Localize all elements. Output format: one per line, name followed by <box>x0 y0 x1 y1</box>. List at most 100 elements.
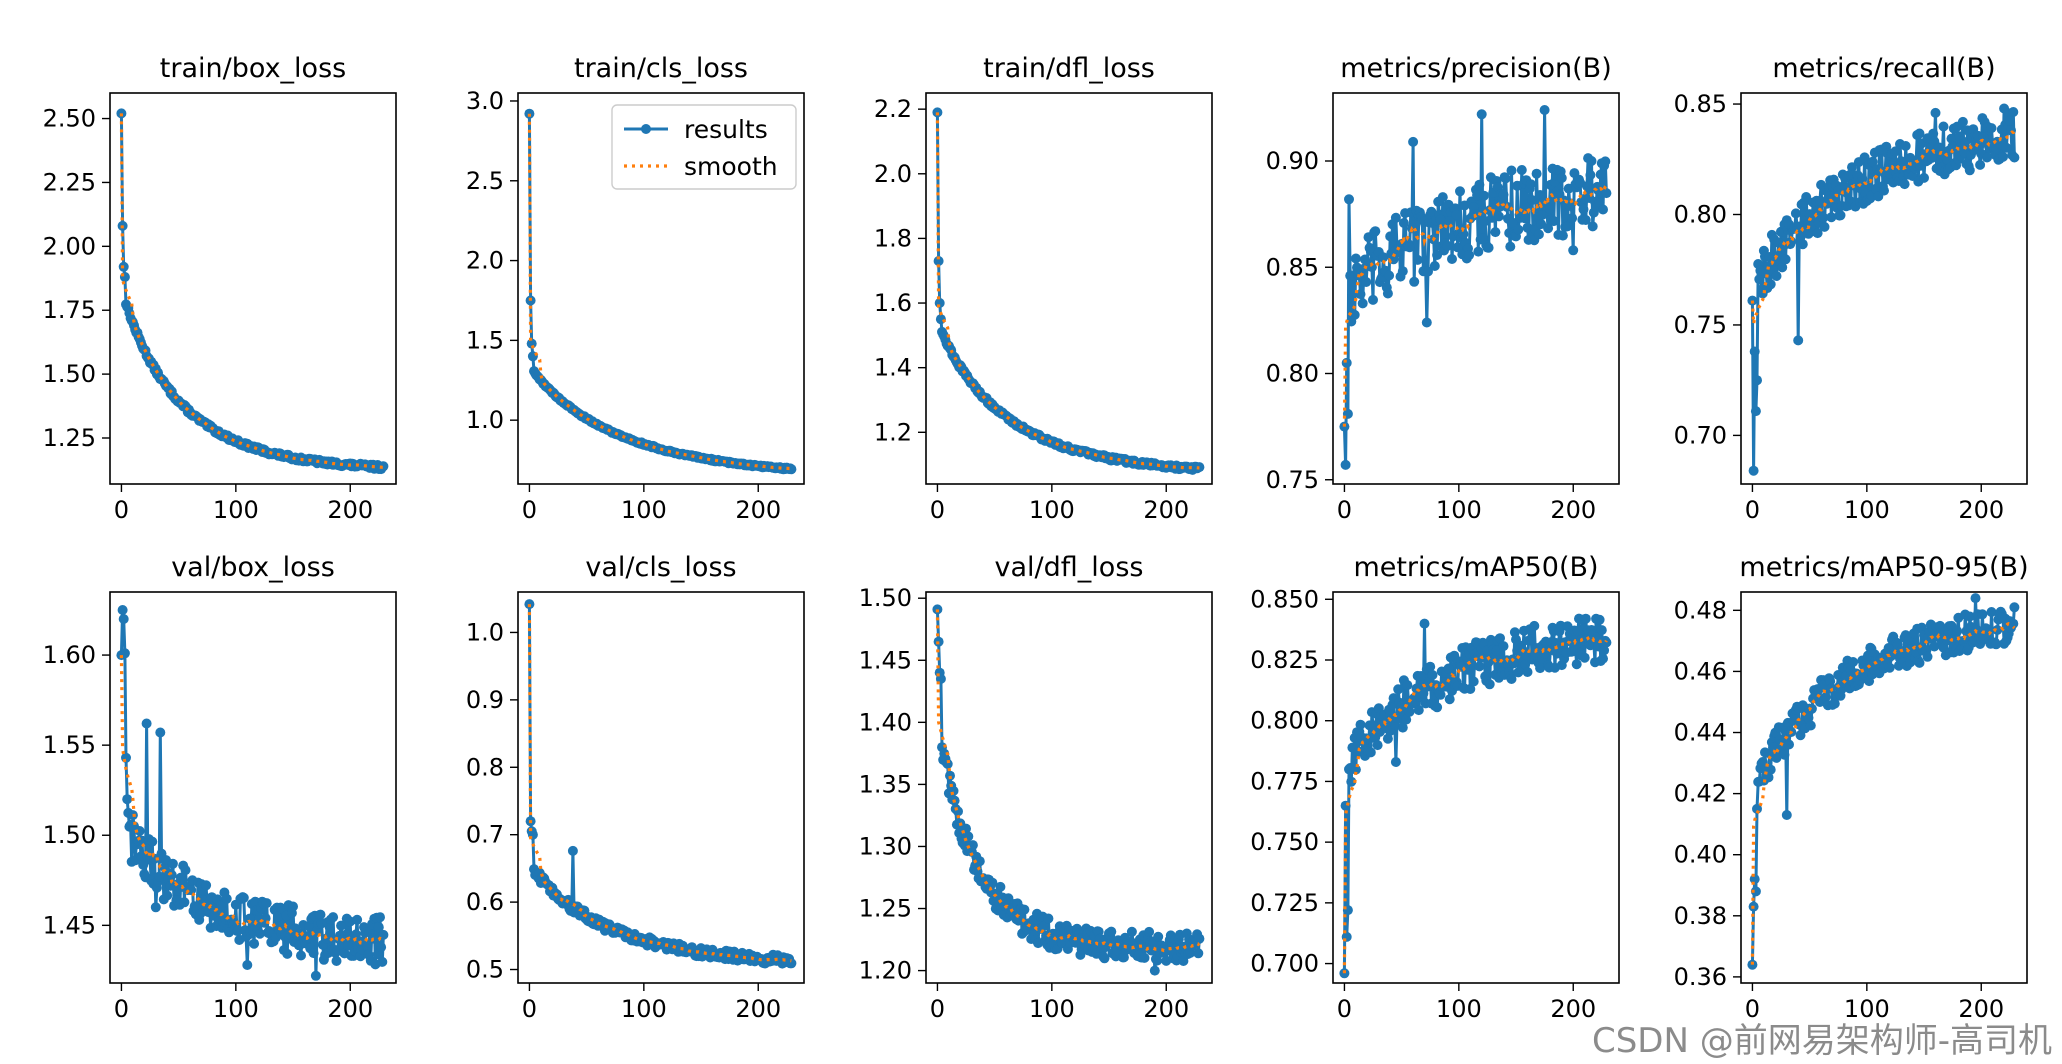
results-point <box>1859 152 1870 163</box>
y-tick-label: 0.75 <box>1674 311 1727 339</box>
results-point <box>233 925 244 936</box>
results-point <box>1580 613 1591 624</box>
results-point <box>244 913 255 924</box>
results-point <box>1522 222 1533 233</box>
panel-title: train/cls_loss <box>574 53 748 84</box>
results-point <box>1601 188 1612 199</box>
results-point <box>321 933 332 944</box>
results-point <box>1803 712 1814 723</box>
axes-frame <box>517 92 805 485</box>
results-point <box>1941 154 1952 165</box>
results-point <box>308 948 319 959</box>
y-tick-label: 0.42 <box>1674 780 1727 808</box>
results-point <box>1426 206 1437 217</box>
results-point <box>1914 128 1925 139</box>
panel-title: metrics/mAP50(B) <box>1353 552 1598 583</box>
results-point <box>1930 107 1941 118</box>
results-point <box>1757 757 1768 767</box>
results-point <box>373 922 384 933</box>
results-point <box>1835 210 1846 221</box>
results-point <box>273 911 284 922</box>
results-point <box>1397 266 1408 277</box>
results-point <box>1479 190 1489 201</box>
y-tick-label: 1.25 <box>43 424 96 452</box>
y-tick-label: 1.75 <box>43 296 96 324</box>
y-tick-label: 1.0 <box>466 406 504 434</box>
results-point <box>1829 698 1840 709</box>
results-point <box>155 727 166 738</box>
results-point <box>1013 915 1024 926</box>
y-tick-label: 1.35 <box>859 770 912 798</box>
results-point <box>1473 246 1484 257</box>
x-tick-label: 0 <box>930 995 945 1023</box>
results-point <box>1566 198 1576 209</box>
results-point <box>343 940 353 951</box>
results-point <box>1599 645 1610 656</box>
results-point <box>1505 241 1516 252</box>
results-point <box>324 922 335 933</box>
x-tick-label: 200 <box>1958 496 2004 524</box>
x-tick-label: 100 <box>213 496 259 524</box>
y-tick-label: 0.750 <box>1250 828 1319 856</box>
results-point <box>1839 180 1849 191</box>
y-tick-label: 0.5 <box>466 956 504 984</box>
results-point <box>1765 279 1776 290</box>
results-point <box>1750 886 1761 897</box>
results-point <box>1899 179 1910 190</box>
results-point <box>1507 217 1518 228</box>
y-tick-label: 0.9 <box>466 686 504 714</box>
results-point <box>1998 151 2008 162</box>
y-tick-label: 1.0 <box>466 618 504 646</box>
results-point <box>1812 228 1823 239</box>
y-tick-label: 0.38 <box>1674 902 1727 930</box>
x-tick-label: 100 <box>1436 995 1482 1023</box>
results-point <box>1464 250 1475 261</box>
results-point <box>1562 221 1573 232</box>
results-point <box>1975 159 1986 170</box>
results-point <box>1933 142 1944 153</box>
results-point <box>162 890 173 901</box>
results-point <box>154 871 165 882</box>
y-tick-label: 1.25 <box>859 895 912 923</box>
results-point <box>1372 740 1383 751</box>
results-point <box>138 859 149 870</box>
results-point <box>1986 607 1997 617</box>
results-point <box>1490 227 1501 238</box>
y-tick-label: 2.25 <box>43 168 96 196</box>
plot-area <box>1747 593 2020 970</box>
plot-area <box>116 605 389 981</box>
results-point <box>1598 653 1608 664</box>
results-point <box>1752 375 1762 386</box>
results-point <box>1842 188 1853 199</box>
results-point <box>1890 146 1901 157</box>
results-point <box>786 958 797 969</box>
results-point <box>933 256 944 266</box>
results-point <box>1580 215 1591 225</box>
results-point <box>1533 229 1544 240</box>
results-point <box>117 605 128 615</box>
x-tick-label: 0 <box>114 496 129 524</box>
y-tick-label: 0.85 <box>1674 90 1727 118</box>
panel-5: val/box_loss 0 100 200 1.45 1.50 1.55 1.60 <box>43 552 397 1023</box>
x-tick-label: 0 <box>1337 496 1352 524</box>
results-point <box>1946 133 1957 144</box>
results-point <box>1408 136 1419 147</box>
results-point <box>1527 195 1538 206</box>
results-point <box>1493 211 1504 222</box>
results-point <box>1896 156 1907 167</box>
y-tick-label: 0.825 <box>1250 646 1319 674</box>
results-point <box>1390 757 1401 767</box>
results-point <box>1500 173 1511 184</box>
results-point <box>238 892 249 903</box>
plot-area <box>1747 103 2020 476</box>
results-point <box>1139 952 1150 963</box>
results-line <box>119 113 385 471</box>
results-point <box>1928 128 1939 139</box>
y-tick-label: 1.50 <box>43 821 96 849</box>
results-point <box>1340 800 1351 811</box>
results-point <box>362 941 373 952</box>
x-tick-label: 100 <box>1029 995 1075 1023</box>
results-point <box>1506 165 1517 176</box>
panel-title: train/box_loss <box>160 53 346 84</box>
